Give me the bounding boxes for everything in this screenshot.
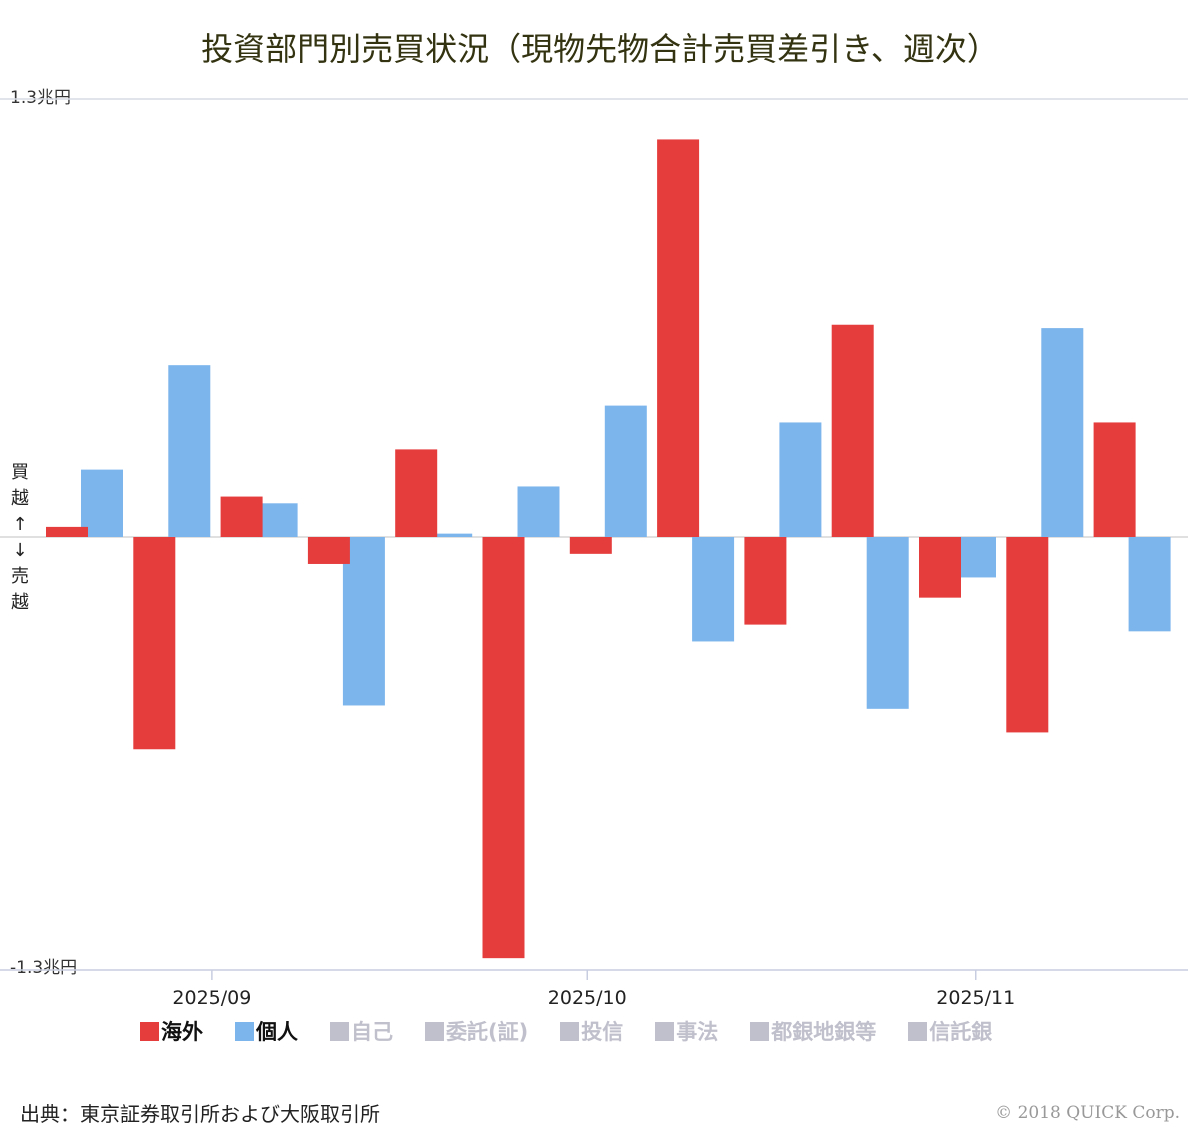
legend-item[interactable]: 投信 <box>560 1014 623 1048</box>
legend-label: 投信 <box>581 1020 624 1044</box>
legend-item[interactable]: 事法 <box>655 1014 718 1048</box>
down-arrow-icon: ↓ <box>12 540 28 561</box>
bar-個人-10[interactable] <box>866 537 909 709</box>
legend-swatch-icon <box>235 1021 254 1041</box>
x-tick-label: 2025/10 <box>547 987 627 1009</box>
legend-item[interactable]: 自己 <box>330 1014 393 1048</box>
legend-swatch-icon <box>330 1021 349 1041</box>
side-char: 売 <box>11 566 29 587</box>
bar-海外-4[interactable] <box>307 537 350 564</box>
bar-海外-1[interactable] <box>46 526 88 537</box>
legend-swatch-icon <box>750 1021 770 1041</box>
bar-個人-13[interactable] <box>1128 537 1171 632</box>
legend-label: 信託銀 <box>929 1020 993 1044</box>
bar-個人-8[interactable] <box>692 537 735 642</box>
copyright: © 2018 QUICK Corp. <box>995 1103 1180 1123</box>
bar-海外-9[interactable] <box>744 537 787 625</box>
bar-海外-7[interactable] <box>569 537 612 554</box>
bar-個人-2[interactable] <box>168 365 211 537</box>
legend-swatch-icon <box>140 1021 159 1041</box>
bar-海外-5[interactable] <box>395 449 438 537</box>
legend-swatch-icon <box>655 1021 675 1041</box>
legend-item[interactable]: 海外 <box>140 1014 203 1048</box>
legend-item[interactable]: 委託(証) <box>425 1014 528 1048</box>
y-min-label: -1.3兆円 <box>10 958 78 978</box>
x-tick-label: 2025/11 <box>936 987 1016 1009</box>
bar-個人-7[interactable] <box>604 405 647 537</box>
bar-個人-6[interactable] <box>517 486 560 537</box>
x-tick-label: 2025/09 <box>172 987 252 1009</box>
legend-swatch-icon <box>560 1021 580 1041</box>
legend-item[interactable]: 信託銀 <box>908 1014 992 1048</box>
bar-海外-6[interactable] <box>482 537 525 959</box>
bar-個人-5[interactable] <box>430 533 473 537</box>
legend-swatch-icon <box>425 1021 444 1041</box>
bar-海外-2[interactable] <box>133 537 176 750</box>
legend-label: 委託(証) <box>446 1020 529 1044</box>
side-char: 買 <box>11 462 29 483</box>
legend-label: 都銀地銀等 <box>771 1020 877 1044</box>
chart-title: 投資部門別売買状況（現物先物合計売買差引き、週次） <box>201 30 999 68</box>
bar-海外-10[interactable] <box>831 324 874 537</box>
y-max-label: 1.3兆円 <box>10 88 72 108</box>
side-char: 越 <box>11 488 29 509</box>
legend-item[interactable]: 都銀地銀等 <box>750 1014 876 1048</box>
up-arrow-icon: ↑ <box>12 514 28 535</box>
legend-label: 海外 <box>161 1020 203 1044</box>
bar-海外-12[interactable] <box>1006 537 1049 733</box>
legend: 海外 個人 自己 委託(証) 投信 事法 都銀地銀等 信託銀 <box>140 1014 1100 1048</box>
bar-個人-12[interactable] <box>1041 328 1084 537</box>
buy-sell-axis-label: 買 越 ↑ ↓ 売 越 <box>10 460 30 616</box>
legend-item[interactable]: 個人 <box>235 1014 298 1048</box>
legend-label: 事法 <box>676 1020 719 1044</box>
legend-swatch-icon <box>908 1021 928 1041</box>
source-note: 出典：東京証券取引所および大阪取引所 <box>20 1102 380 1126</box>
side-char: 越 <box>11 592 29 613</box>
bar-海外-13[interactable] <box>1093 422 1136 537</box>
plot-area <box>0 98 1188 980</box>
legend-label: 自己 <box>351 1020 393 1044</box>
bar-個人-4[interactable] <box>342 537 385 706</box>
bar-海外-11[interactable] <box>919 537 961 598</box>
legend-label: 個人 <box>256 1020 298 1044</box>
bar-海外-8[interactable] <box>657 139 700 537</box>
bar-個人-1[interactable] <box>81 469 123 537</box>
bar-個人-9[interactable] <box>779 422 822 537</box>
bar-海外-3[interactable] <box>220 496 263 537</box>
